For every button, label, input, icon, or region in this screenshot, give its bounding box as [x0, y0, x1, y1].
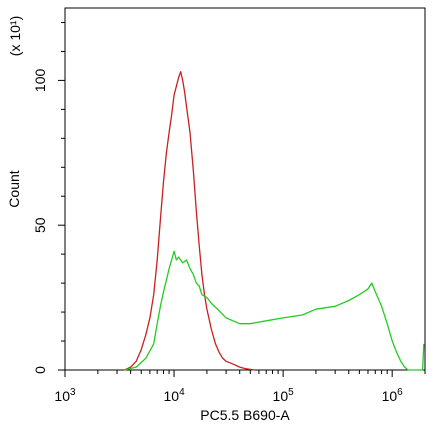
series-layer: [124, 71, 425, 371]
y-tick-label: 0: [32, 366, 48, 374]
plot-frame: [64, 7, 426, 371]
x-axis-title: PC5.5 B690-A: [200, 407, 290, 423]
y-tick-label: 100: [32, 69, 48, 93]
series-line-2: [124, 250, 425, 371]
x-tick-label: 105: [273, 387, 295, 404]
x-tick-label: 106: [382, 387, 404, 404]
y-tick-label: 50: [32, 217, 48, 233]
x-tick-label: 103: [54, 387, 76, 404]
y-multiplier-label: (x 10¹): [7, 16, 23, 56]
series-line-1: [124, 71, 255, 371]
x-tick-label: 104: [163, 387, 185, 404]
y-axis-ticks: 0 50 100: [32, 21, 65, 374]
y-axis-title: Count: [6, 170, 22, 207]
x-axis-ticks: 103 104 105 106: [54, 370, 426, 404]
